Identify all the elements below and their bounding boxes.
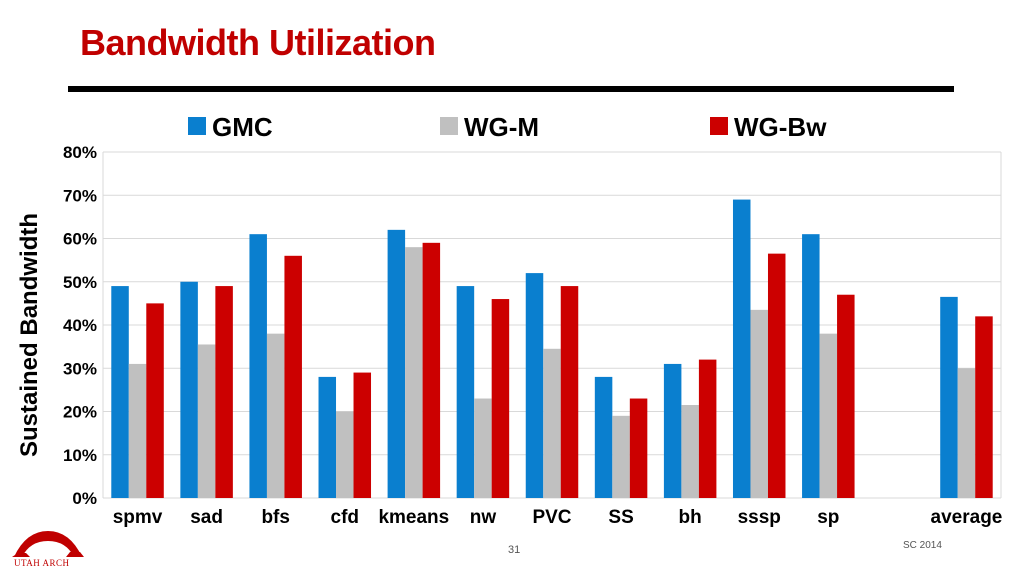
bar-wg-bw-sad xyxy=(215,286,233,498)
bar-gmc-cfd xyxy=(318,376,337,498)
tick-labels: 0% 10% 20% 30% 40% 50% 60% 70% 80% spmv sad bfs cfd k… xyxy=(63,143,1002,528)
legend-swatch-gmc xyxy=(188,117,206,135)
bar-wg-bw-bh xyxy=(698,359,717,498)
bar-gmc-nw xyxy=(456,286,475,498)
bar-wg-bw-spmv xyxy=(146,303,164,498)
utah-arch-logo xyxy=(12,531,84,557)
y-tick-label: 0% xyxy=(72,489,97,508)
bar-wg-bw-sp xyxy=(837,294,855,498)
y-tick-label: 40% xyxy=(63,316,97,335)
bar-wg-m-cfd xyxy=(336,411,354,498)
bar-wg-m-kmeans xyxy=(405,247,423,498)
x-tick-label: PVC xyxy=(532,507,571,528)
x-tick-label: sssp xyxy=(738,507,781,528)
x-tick-label: kmeans xyxy=(378,507,449,528)
x-tick-label: bfs xyxy=(261,507,290,528)
x-tick-label: nw xyxy=(470,507,497,528)
bar-wg-m-pvc xyxy=(543,348,561,498)
bar-gmc-kmeans xyxy=(387,229,406,498)
legend-swatch-wg-m xyxy=(440,117,458,135)
bar-wg-m-spmv xyxy=(128,363,147,498)
legend-swatch-wg-bw xyxy=(710,117,728,135)
bar-gmc-ss xyxy=(594,376,613,498)
bar-wg-m-average xyxy=(957,368,976,498)
bar-wg-bw-ss xyxy=(629,398,648,498)
bar-wg-m-ss xyxy=(612,415,630,498)
bar-gmc-sad xyxy=(180,281,198,498)
x-tick-label: average xyxy=(931,507,1003,528)
bar-wg-bw-bfs xyxy=(284,255,302,498)
x-tick-label: sp xyxy=(817,507,839,528)
bar-wg-bw-cfd xyxy=(353,372,372,498)
bar-gmc-bh xyxy=(663,363,682,498)
bar-wg-bw-average xyxy=(975,316,993,498)
y-tick-label: 20% xyxy=(63,403,97,422)
y-tick-label: 60% xyxy=(63,230,97,249)
slide-title: Bandwidth Utilization xyxy=(80,22,436,63)
bar-gmc-pvc xyxy=(525,273,544,498)
legend-label: GMC xyxy=(212,112,273,142)
x-tick-label: sad xyxy=(190,507,223,528)
logo-text: UTAH ARCH xyxy=(14,558,70,568)
bars xyxy=(111,199,993,499)
bar-wg-bw-sssp xyxy=(767,253,786,498)
x-tick-label: spmv xyxy=(113,507,163,528)
bar-wg-m-sp xyxy=(819,333,838,498)
bar-wg-m-sssp xyxy=(750,309,768,498)
y-axis-label: Sustained Bandwidth xyxy=(16,213,43,457)
conference-label: SC 2014 xyxy=(903,540,942,551)
legend: GMC WG-M WG-Bw xyxy=(188,112,827,142)
title-divider xyxy=(68,86,954,92)
y-tick-label: 70% xyxy=(63,186,97,205)
y-tick-label: 80% xyxy=(63,143,97,162)
bar-wg-m-nw xyxy=(474,398,492,498)
bar-gmc-sp xyxy=(802,234,820,499)
x-tick-label: SS xyxy=(608,507,633,528)
bar-wg-m-sad xyxy=(197,344,216,498)
bar-gmc-average xyxy=(940,296,958,498)
bar-wg-m-bh xyxy=(681,405,699,498)
y-tick-label: 10% xyxy=(63,446,97,465)
page-number: 31 xyxy=(508,544,521,556)
x-tick-label: bh xyxy=(679,507,702,528)
legend-label: WG-Bw xyxy=(734,112,827,142)
bar-gmc-bfs xyxy=(249,234,267,499)
y-tick-label: 30% xyxy=(63,359,97,378)
x-tick-label: cfd xyxy=(331,507,360,528)
bar-wg-m-bfs xyxy=(266,333,285,498)
bar-gmc-spmv xyxy=(111,286,129,498)
bar-wg-bw-kmeans xyxy=(422,242,441,498)
bar-wg-bw-pvc xyxy=(560,286,579,498)
legend-label: WG-M xyxy=(464,112,539,142)
bandwidth-bar-chart: 0% 10% 20% 30% 40% 50% 60% 70% 80% spmv sad bfs cfd k… xyxy=(16,112,1002,528)
y-tick-label: 50% xyxy=(63,273,97,292)
bar-gmc-sssp xyxy=(732,199,751,498)
bar-wg-bw-nw xyxy=(491,299,510,498)
